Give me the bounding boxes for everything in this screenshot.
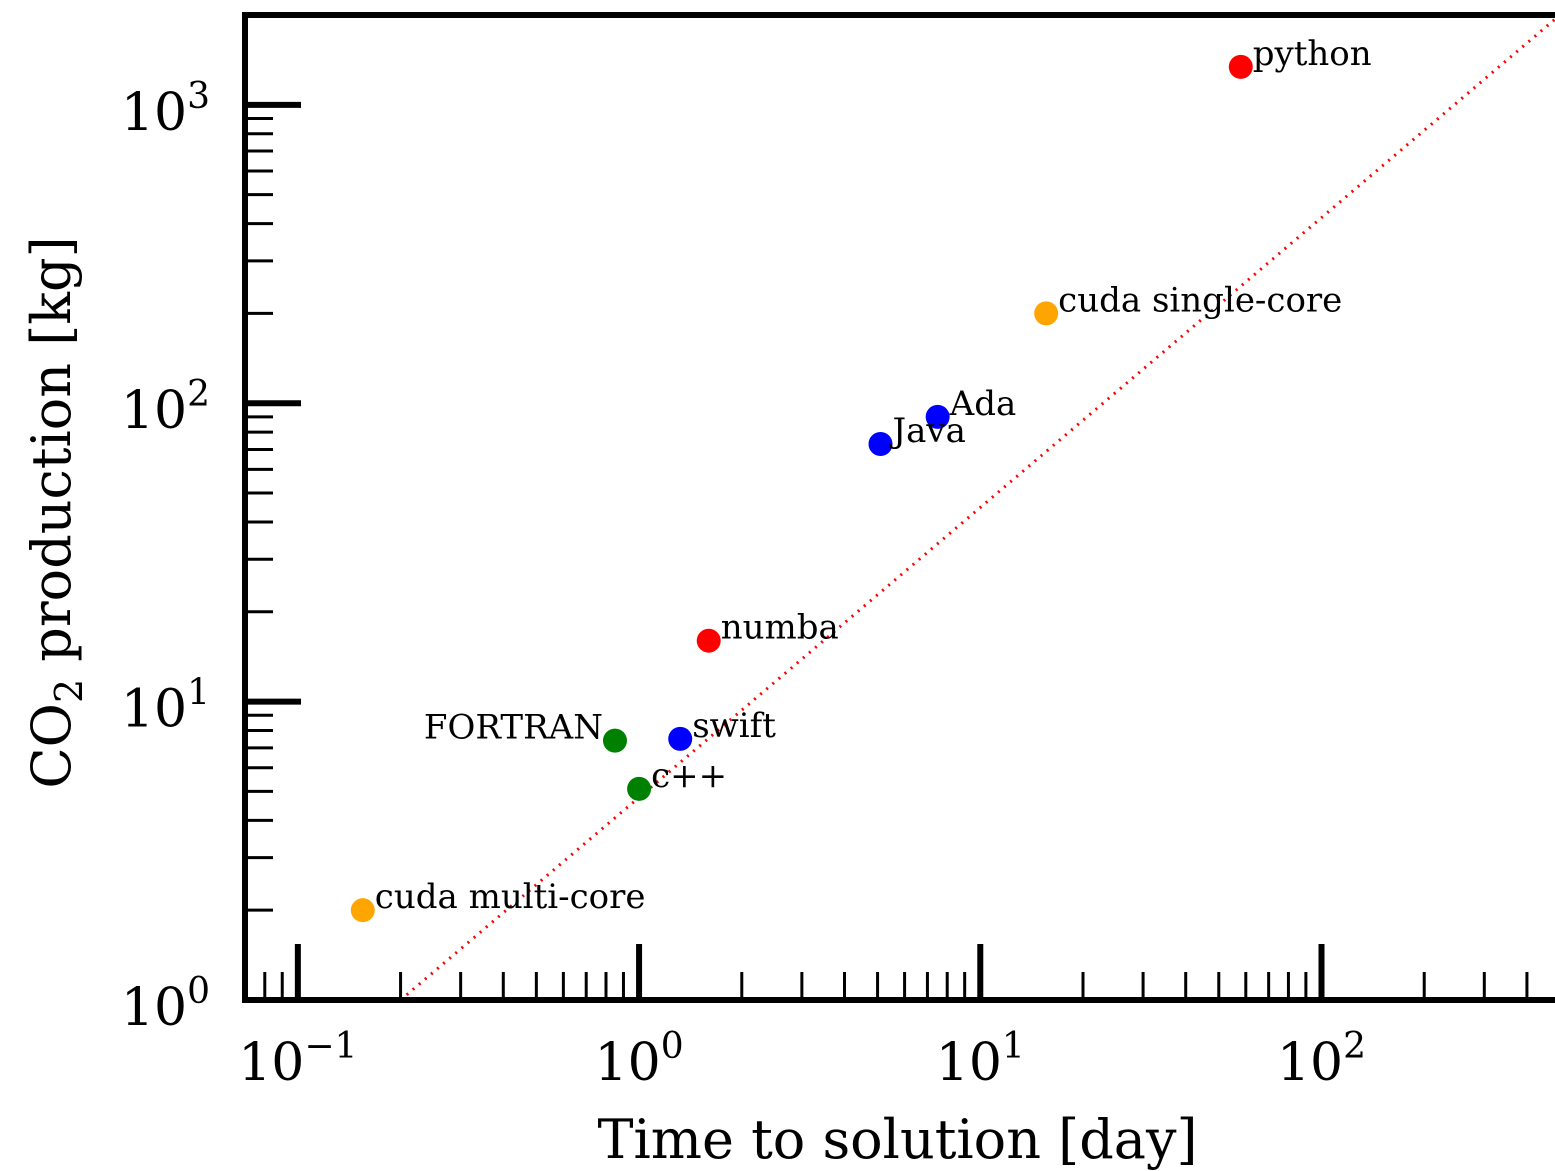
point-label: Ada (949, 384, 1017, 424)
point-label: Java (890, 411, 966, 451)
data-point (602, 728, 627, 753)
data-point (627, 776, 652, 801)
y-tick-label: 101 (121, 673, 210, 740)
data-points (350, 54, 1253, 923)
x-tick-labels: 10−1 100 101 102 (238, 1026, 1366, 1093)
x-tick-label: 102 (1277, 1026, 1366, 1093)
point-label: numba (721, 608, 839, 648)
x-tick-label: 100 (595, 1026, 684, 1093)
point-label: FORTRAN (424, 708, 603, 748)
point-label: python (1253, 34, 1372, 74)
y-tick-label: 103 (121, 76, 210, 143)
y-tick-label: 100 (121, 971, 210, 1038)
x-tick-label: 101 (936, 1026, 1025, 1093)
data-point (925, 404, 950, 429)
point-label: c++ (651, 756, 727, 796)
reference-line (399, 17, 1555, 1002)
data-point (1228, 54, 1253, 79)
y-tick-label: 102 (121, 374, 210, 441)
y-tick-labels: 100 101 102 103 (121, 76, 210, 1038)
plot-frame (242, 12, 1555, 1003)
point-label: cuda multi-core (375, 877, 646, 917)
y-axis-title: CO2 production [kg] (20, 236, 91, 788)
axis-ticks (243, 13, 1529, 1003)
data-point (350, 898, 375, 923)
data-point (668, 726, 693, 751)
point-label: cuda single-core (1058, 280, 1342, 320)
point-label: swift (692, 706, 776, 746)
data-point (1034, 301, 1059, 326)
data-point (868, 431, 893, 456)
x-axis-title: Time to solution [day] (597, 1108, 1197, 1171)
data-point (696, 628, 721, 653)
x-tick-label: 10−1 (238, 1026, 357, 1093)
